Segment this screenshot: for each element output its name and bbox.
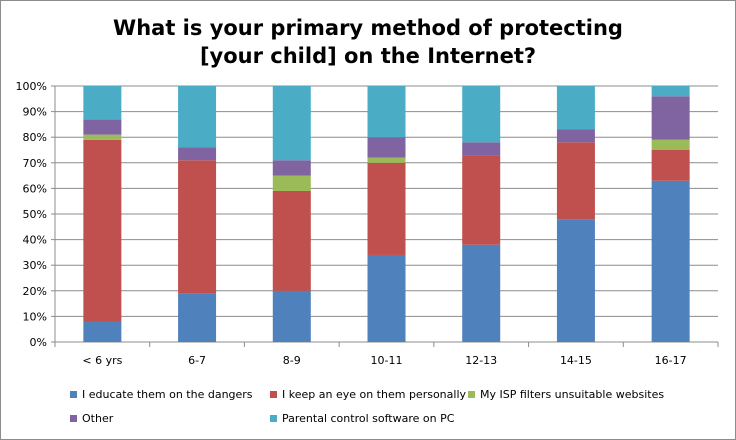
- bar-segment: [367, 137, 406, 158]
- bar-segment: [178, 86, 217, 148]
- legend-item: Other: [70, 412, 113, 425]
- bar-segment: [462, 244, 501, 342]
- bar-segment: [651, 180, 690, 342]
- bar-segment: [462, 86, 501, 143]
- legend-item: I educate them on the dangers: [70, 388, 253, 401]
- legend-label: Parental control software on PC: [282, 412, 455, 425]
- x-tick-label: 12-13: [465, 354, 497, 367]
- bar-segment: [83, 139, 122, 322]
- x-tick-label: 8-9: [283, 354, 301, 367]
- bar-segment: [556, 86, 595, 130]
- legend-item: My ISP filters unsuitable websites: [468, 388, 664, 401]
- x-tick-label: 6-7: [188, 354, 206, 367]
- x-tick-label: 10-11: [371, 354, 403, 367]
- bar-segment: [178, 147, 217, 161]
- bar-segment: [462, 155, 501, 245]
- legend-swatch: [270, 391, 277, 398]
- y-tick-label: 30%: [23, 259, 47, 272]
- legend-label: I educate them on the dangers: [82, 388, 253, 401]
- legend-label: My ISP filters unsuitable websites: [480, 388, 665, 401]
- bar-segment: [367, 157, 406, 163]
- bar-segment: [367, 254, 406, 342]
- legend-swatch: [70, 391, 77, 398]
- y-tick-label: 10%: [23, 310, 47, 323]
- chart-title: What is your primary method of protectin…: [0, 14, 736, 70]
- bar-segment: [367, 86, 406, 138]
- bar-segment: [556, 142, 595, 220]
- x-tick-label: < 6 yrs: [82, 354, 122, 367]
- bar-segment: [272, 160, 311, 176]
- legend-label: Other: [82, 412, 114, 425]
- bar-segment: [367, 162, 406, 255]
- legend-item: Parental control software on PC: [270, 412, 454, 425]
- y-tick-label: 90%: [23, 106, 47, 119]
- bar-segment: [272, 190, 311, 291]
- legend-swatch: [468, 391, 475, 398]
- bar-segment: [556, 129, 595, 143]
- y-tick-label: 20%: [23, 285, 47, 298]
- y-tick-label: 50%: [23, 208, 47, 221]
- bar-segment: [556, 219, 595, 342]
- bar-segment: [178, 160, 217, 294]
- chart-title-line-2: [your child] on the Internet?: [199, 44, 537, 68]
- bar-segment: [462, 142, 501, 156]
- bar-segment: [272, 290, 311, 342]
- bar-segment: [83, 119, 122, 135]
- bar-segment: [651, 86, 690, 97]
- y-tick-label: 100%: [16, 80, 47, 93]
- bar-segment: [651, 139, 690, 150]
- legend-label: I keep an eye on them personally: [282, 388, 467, 401]
- y-tick-label: 40%: [23, 234, 47, 247]
- bar-segment: [651, 150, 690, 181]
- bar-segment: [83, 321, 122, 342]
- x-tick-label: 14-15: [560, 354, 592, 367]
- bar-segment: [178, 293, 217, 342]
- legend-swatch: [70, 415, 77, 422]
- y-tick-label: 80%: [23, 131, 47, 144]
- y-tick-label: 0%: [30, 336, 47, 349]
- bar-segment: [651, 96, 690, 140]
- legend: I educate them on the dangers I keep an e…: [70, 388, 710, 432]
- legend-item: I keep an eye on them personally: [270, 388, 466, 401]
- bar-segment: [83, 86, 122, 120]
- x-tick-label: 16-17: [655, 354, 687, 367]
- chart-title-line-1: What is your primary method of protectin…: [113, 16, 623, 40]
- legend-swatch: [270, 415, 277, 422]
- y-tick-label: 60%: [23, 182, 47, 195]
- bar-segment: [272, 175, 311, 191]
- bar-segment: [272, 86, 311, 161]
- bar-segment: [83, 134, 122, 140]
- y-tick-label: 70%: [23, 157, 47, 170]
